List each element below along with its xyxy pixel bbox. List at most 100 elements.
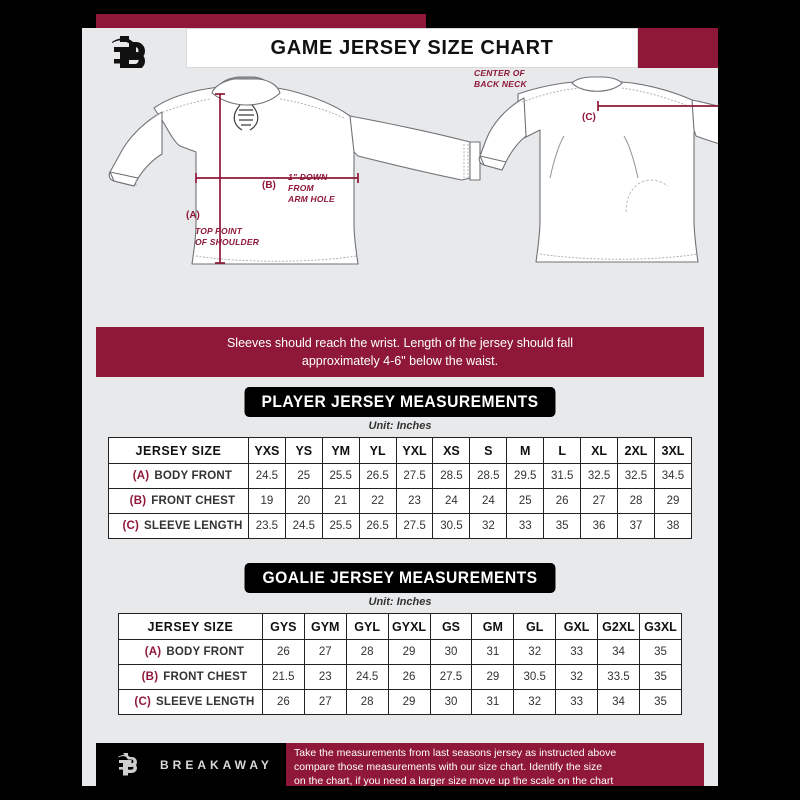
- goalie-row-0-name: BODY FRONT: [166, 646, 245, 658]
- player-table-header-row: JERSEY SIZE YXS YS YM YL YXL XS S M L XL…: [108, 437, 693, 464]
- footer-line-1: Take the measurements from last seasons …: [294, 747, 617, 759]
- goalie-cell-0-3: 29: [387, 639, 431, 665]
- player-section-title: PLAYER JERSEY MEASUREMENTS: [244, 387, 556, 417]
- player-cell-2-3: 26.5: [358, 513, 397, 539]
- annotation-label-a-line1: TOP POINT: [195, 226, 243, 236]
- player-cell-1-11: 29: [653, 488, 693, 514]
- player-cell-0-0: 24.5: [247, 463, 286, 489]
- goalie-col-8: G2XL: [597, 613, 640, 640]
- player-cell-0-6: 28.5: [469, 463, 508, 489]
- goalie-cell-2-0: 26: [261, 689, 305, 715]
- player-col-9: XL: [580, 437, 619, 464]
- top-black-bar: [82, 14, 718, 28]
- player-cell-2-11: 38: [653, 513, 693, 539]
- goalie-cell-1-0: 21.5: [261, 664, 305, 690]
- player-cell-1-6: 24: [469, 488, 508, 514]
- player-cell-2-2: 25.5: [321, 513, 360, 539]
- goalie-cell-2-6: 32: [513, 689, 557, 715]
- jersey-illustrations: [108, 76, 718, 265]
- goalie-cell-2-7: 33: [555, 689, 599, 715]
- goalie-cell-2-3: 29: [387, 689, 431, 715]
- annotation-letter-a: (A): [186, 210, 200, 221]
- footer-line-3: on the chart, if you need a larger size …: [294, 775, 614, 786]
- goalie-col-3: GYXL: [387, 613, 431, 640]
- annotation-letter-c: (C): [582, 112, 596, 123]
- annotation-label-c: CENTER OF BACK NECK: [474, 68, 527, 90]
- goalie-col-6: GL: [513, 613, 557, 640]
- player-cell-2-9: 36: [580, 513, 619, 539]
- player-cell-0-7: 29.5: [506, 463, 545, 489]
- goalie-col-7: GXL: [555, 613, 599, 640]
- table-row: (A) BODY FRONT 24.5 25 25.5 26.5 27.5 28.…: [108, 463, 693, 489]
- player-cell-0-11: 34.5: [653, 463, 693, 489]
- player-row-0-label: (A) BODY FRONT: [108, 463, 249, 489]
- annotation-letter-b: (B): [262, 180, 276, 191]
- instruction-line-1: Sleeves should reach the wrist. Length o…: [226, 336, 574, 350]
- player-row-1-name: FRONT CHEST: [151, 495, 236, 507]
- player-cell-1-3: 22: [358, 488, 397, 514]
- player-col-5: XS: [432, 437, 471, 464]
- annotation-label-b: 1" DOWN FROM ARM HOLE: [288, 172, 335, 205]
- goalie-table-header-row: JERSEY SIZE GYS GYM GYL GYXL GS GM GL GX…: [118, 613, 683, 640]
- goalie-cell-0-8: 34: [597, 639, 640, 665]
- goalie-row-1-label: (B) FRONT CHEST: [118, 664, 263, 690]
- player-cell-0-2: 25.5: [321, 463, 360, 489]
- annotation-label-c-line1: CENTER OF: [474, 68, 525, 78]
- header: GAME JERSEY SIZE CHART: [82, 28, 718, 80]
- goalie-cell-2-2: 28: [345, 689, 389, 715]
- player-cell-2-1: 24.5: [284, 513, 323, 539]
- instruction-banner: Sleeves should reach the wrist. Length o…: [96, 327, 704, 377]
- player-cell-0-1: 25: [284, 463, 323, 489]
- goalie-cell-1-3: 26: [387, 664, 431, 690]
- player-cell-1-0: 19: [247, 488, 286, 514]
- player-cell-0-10: 32.5: [617, 463, 655, 489]
- goalie-cell-1-7: 32: [555, 664, 599, 690]
- player-cell-2-0: 23.5: [247, 513, 286, 539]
- top-maroon-accent-bar: [96, 14, 426, 28]
- player-col-8: L: [543, 437, 582, 464]
- player-col-3: YL: [358, 437, 397, 464]
- player-cell-1-8: 26: [543, 488, 582, 514]
- table-row: (C) SLEEVE LENGTH 26 27 28 29 30 31 32 33…: [118, 689, 683, 715]
- player-cell-1-9: 27: [580, 488, 619, 514]
- annotation-label-c-line2: BACK NECK: [474, 79, 527, 89]
- goalie-cell-2-5: 31: [471, 689, 515, 715]
- breakaway-b-logo-icon: [114, 750, 148, 780]
- player-col-6: S: [469, 437, 508, 464]
- player-cell-0-3: 26.5: [358, 463, 397, 489]
- goalie-cell-0-7: 33: [555, 639, 599, 665]
- goalie-row-2-name: SLEEVE LENGTH: [156, 696, 255, 708]
- goalie-row-2-label: (C) SLEEVE LENGTH: [118, 689, 263, 715]
- goalie-cell-1-9: 35: [638, 664, 683, 690]
- player-cell-1-4: 23: [395, 488, 434, 514]
- player-cell-2-4: 27.5: [395, 513, 434, 539]
- footer-instructions: Take the measurements from last seasons …: [286, 743, 704, 786]
- player-col-7: M: [506, 437, 545, 464]
- player-corner-label: JERSEY SIZE: [108, 437, 249, 464]
- goalie-cell-1-1: 23: [303, 664, 347, 690]
- player-cell-1-5: 24: [432, 488, 471, 514]
- player-row-0-name: BODY FRONT: [154, 470, 233, 482]
- goalie-col-2: GYL: [345, 613, 389, 640]
- player-cell-1-1: 20: [284, 488, 323, 514]
- player-cell-1-2: 21: [321, 488, 360, 514]
- player-col-2: YM: [321, 437, 360, 464]
- table-row: (A) BODY FRONT 26 27 28 29 30 31 32 33 34…: [118, 639, 683, 665]
- annotation-label-b-line1: 1" DOWN: [288, 172, 328, 182]
- goalie-measurements-table: JERSEY SIZE GYS GYM GYL GYXL GS GM GL GX…: [118, 613, 683, 715]
- footer: BREAKAWAY Take the measurements from las…: [96, 743, 704, 786]
- player-row-1-label: (B) FRONT CHEST: [108, 488, 249, 514]
- goalie-corner-label: JERSEY SIZE: [118, 613, 263, 640]
- player-row-0-tag: (A): [132, 470, 150, 482]
- player-col-10: 2XL: [617, 437, 655, 464]
- player-row-2-tag: (C): [122, 520, 140, 532]
- header-maroon-accent: [638, 28, 718, 68]
- player-cell-0-8: 31.5: [543, 463, 582, 489]
- header-title-box: GAME JERSEY SIZE CHART: [186, 28, 638, 68]
- goalie-section-unit: Unit: Inches: [368, 596, 432, 608]
- player-cell-2-7: 33: [506, 513, 545, 539]
- goalie-cell-2-4: 30: [429, 689, 473, 715]
- goalie-cell-1-4: 27.5: [429, 664, 473, 690]
- player-cell-1-10: 28: [617, 488, 655, 514]
- jersey-diagram-area: (B) (A) TOP POINT OF SHOULDER 1" DOWN FR…: [82, 68, 718, 324]
